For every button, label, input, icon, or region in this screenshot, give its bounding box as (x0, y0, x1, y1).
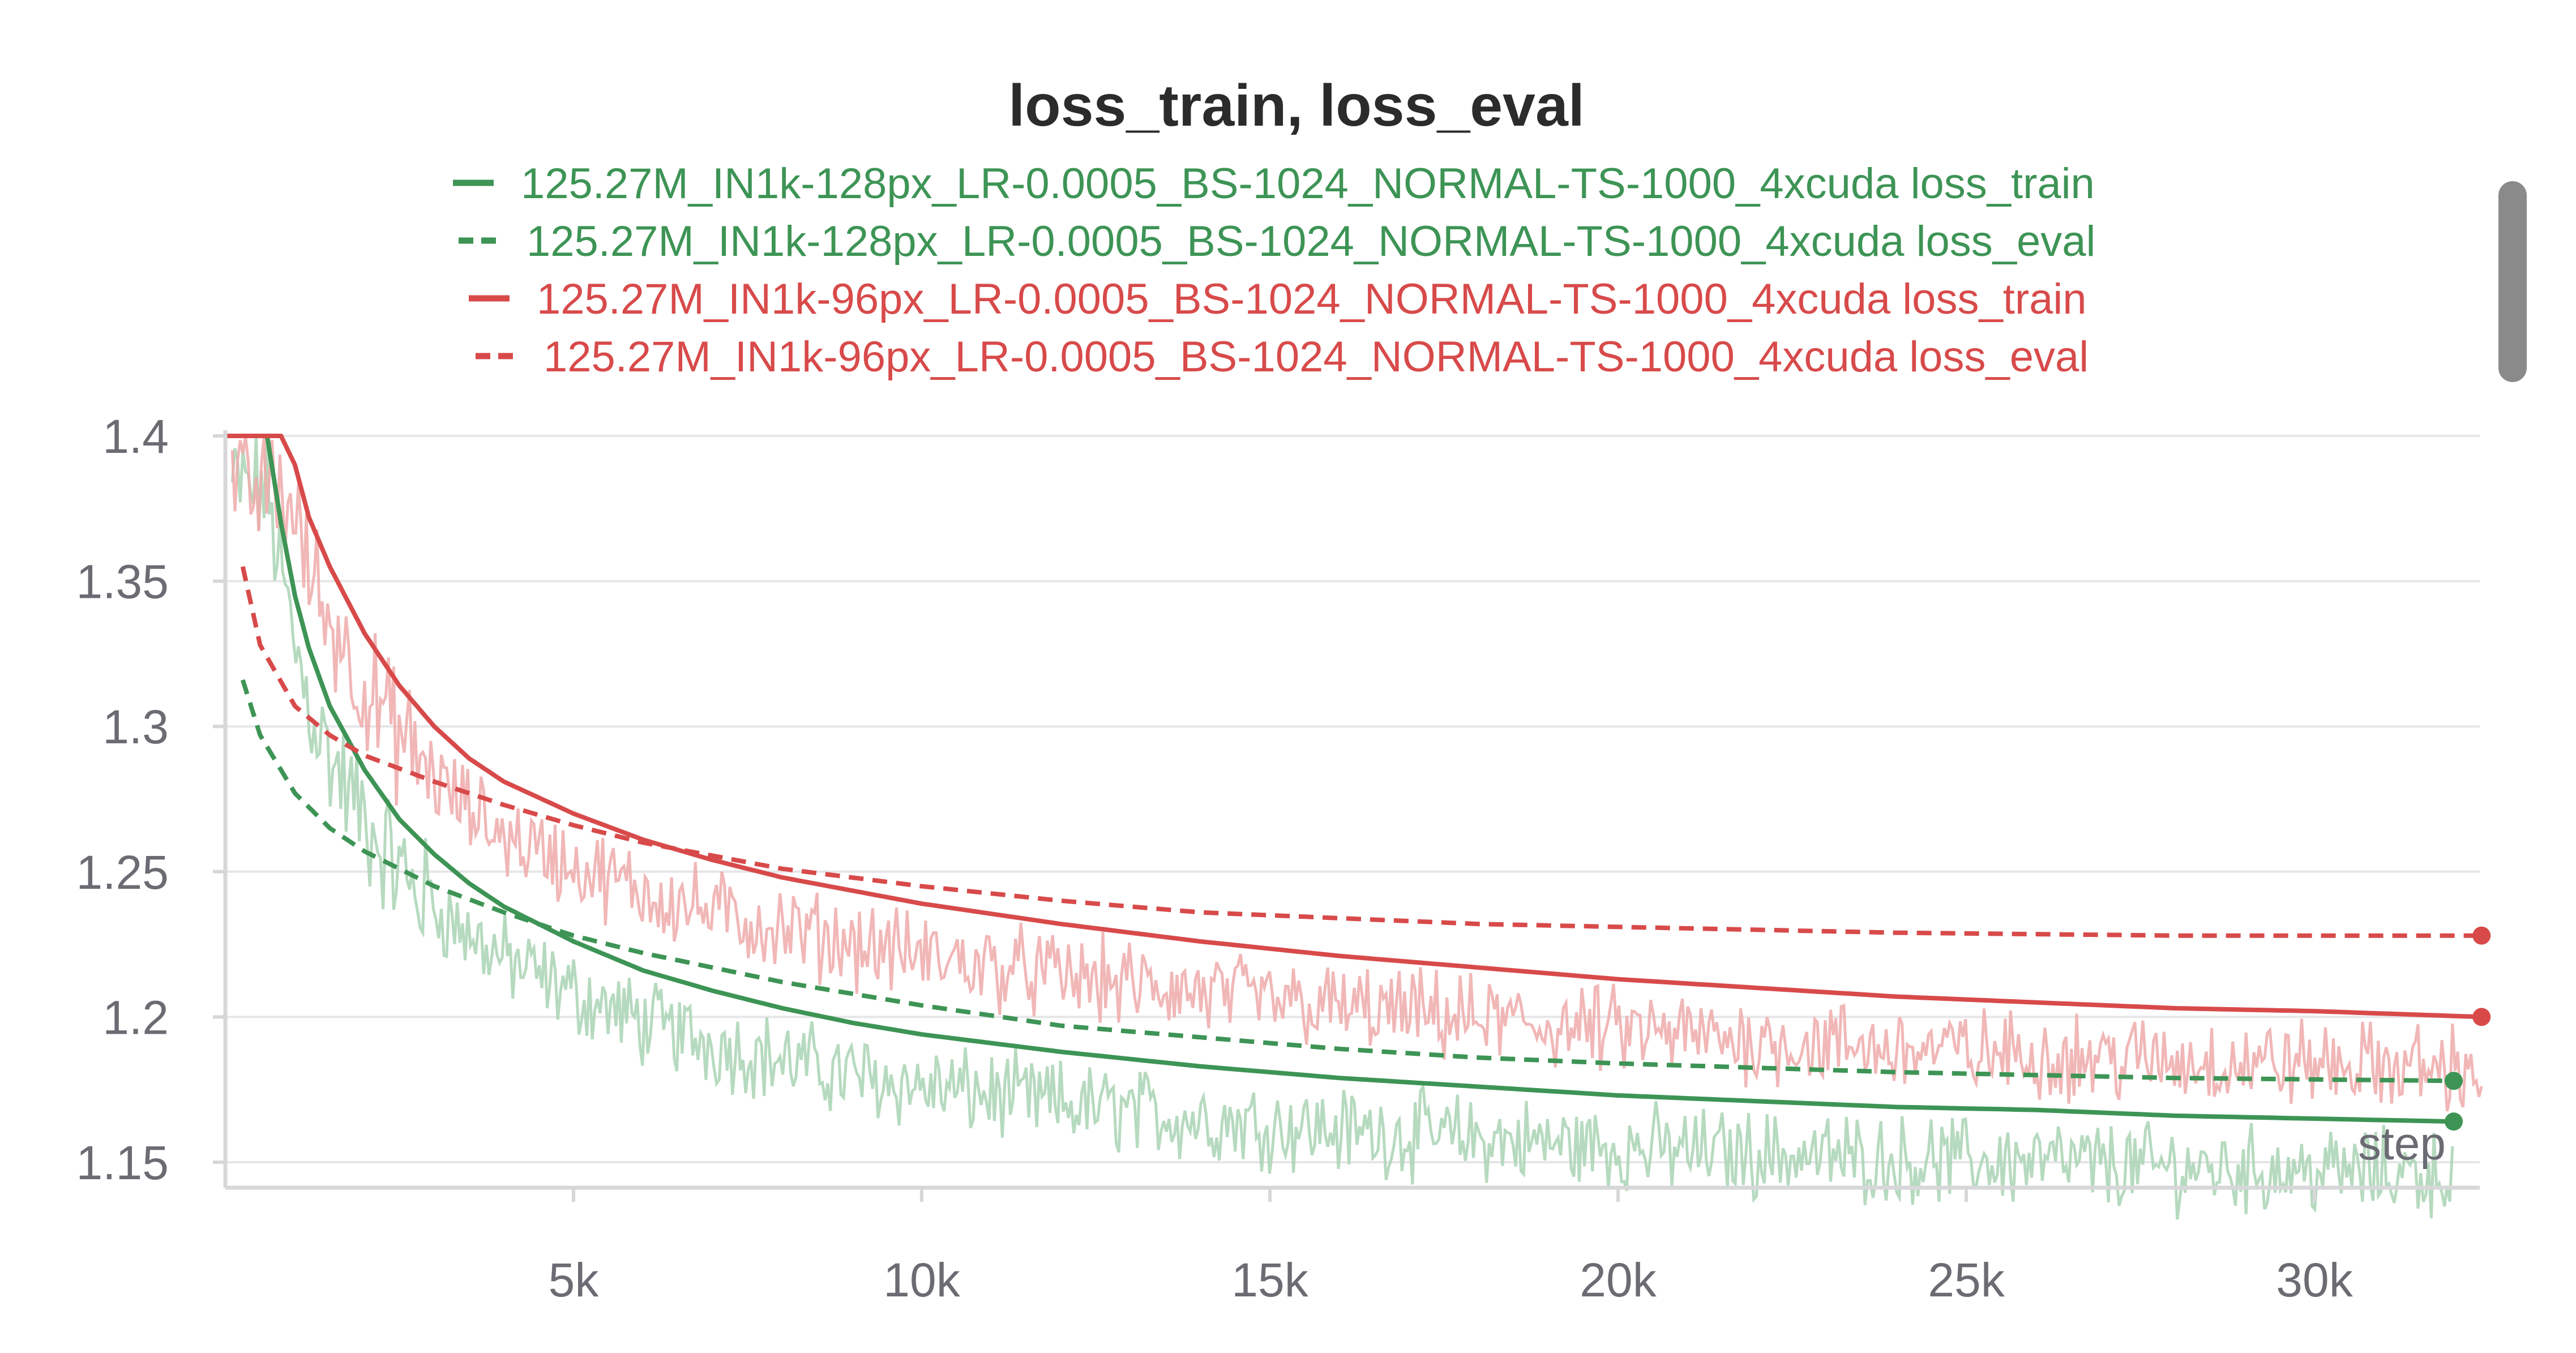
y-tick-label: 1.25 (76, 846, 169, 899)
y-tick-labels: 1.4 1.35 1.3 1.25 1.2 1.15 (76, 410, 169, 1189)
x-tick-label: 10k (883, 1253, 960, 1307)
x-tick-label: 30k (2276, 1253, 2353, 1307)
series-line (225, 434, 2454, 1124)
x-tick-label: 5k (549, 1253, 600, 1307)
series-end-marker (2445, 1072, 2463, 1090)
series-lines (225, 434, 2491, 1131)
y-tick-label: 1.4 (102, 410, 169, 463)
legend-label: 125.27M_IN1k-128px_LR-0.0005_BS-1024_NOR… (527, 217, 2095, 266)
x-tick-label: 15k (1231, 1253, 1308, 1307)
series-end-marker (2472, 926, 2491, 945)
chart-title: loss_train, loss_eval (1008, 73, 1584, 139)
y-tick-label: 1.3 (102, 700, 169, 753)
series-end-marker (2472, 1008, 2491, 1026)
y-tick-label: 1.15 (76, 1136, 169, 1189)
y-tick-label: 1.2 (102, 991, 169, 1044)
legend-label: 125.27M_IN1k-128px_LR-0.0005_BS-1024_NOR… (521, 160, 2095, 208)
series-line (225, 434, 2482, 1020)
x-tick-labels: 5k 10k 15k 20k 25k 30k (549, 1253, 2354, 1307)
x-tick-label: 25k (1928, 1253, 2005, 1307)
legend-label: 125.27M_IN1k-96px_LR-0.0005_BS-1024_NORM… (537, 275, 2087, 323)
series-end-marker (2445, 1112, 2463, 1131)
x-tick-label: 20k (1580, 1253, 1657, 1307)
x-axis-label: step (2358, 1118, 2446, 1170)
axes (213, 430, 2480, 1202)
raw-trace (230, 435, 2483, 1112)
y-tick-label: 1.35 (76, 555, 169, 609)
legend: 125.27M_IN1k-128px_LR-0.0005_BS-1024_NOR… (453, 160, 2095, 381)
raw-trace (230, 435, 2454, 1220)
raw-traces (230, 435, 2483, 1220)
scrollbar[interactable] (2498, 181, 2527, 382)
series-line (240, 679, 2454, 1084)
series-line (240, 566, 2482, 938)
legend-label: 125.27M_IN1k-96px_LR-0.0005_BS-1024_NORM… (544, 333, 2089, 381)
